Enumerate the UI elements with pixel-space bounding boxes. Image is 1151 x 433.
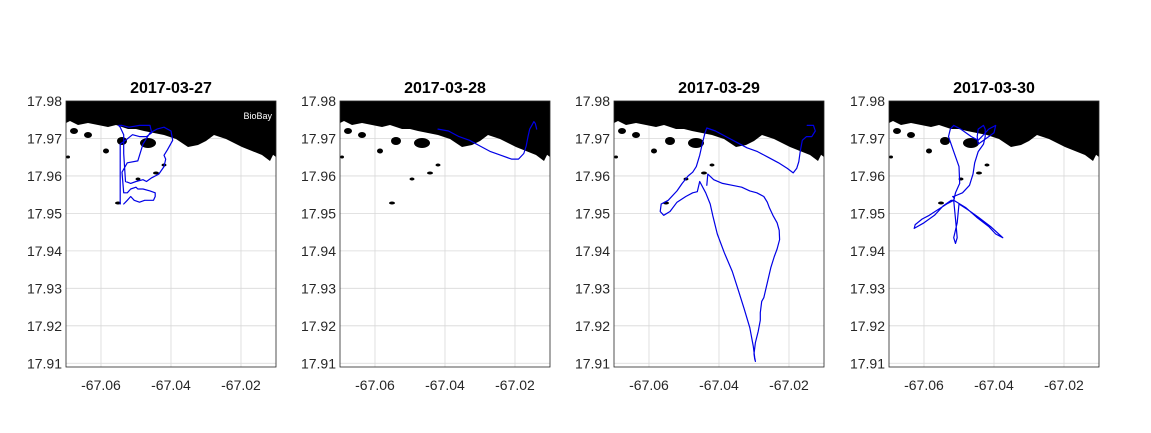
axes-frame <box>65 100 277 368</box>
y-tick-label: 17.98 <box>850 93 885 109</box>
y-tick-label: 17.91 <box>575 355 610 371</box>
x-tick-label: -67.04 <box>425 377 465 393</box>
x-tick-label: -67.02 <box>1044 377 1084 393</box>
location-annotation: BioBay <box>243 111 272 121</box>
y-tick-label: 17.98 <box>27 93 62 109</box>
y-tick-label: 17.92 <box>575 318 610 334</box>
x-tick-label: -67.04 <box>151 377 191 393</box>
y-tick-label: 17.98 <box>575 93 610 109</box>
x-tick-label: -67.04 <box>699 377 739 393</box>
vessel-track-1 <box>659 124 816 362</box>
y-tick-label: 17.97 <box>301 130 336 146</box>
y-tick-label: 17.96 <box>301 168 336 184</box>
panel-title: 2017-03-29 <box>678 80 760 97</box>
y-tick-label: 17.93 <box>27 280 62 296</box>
axes-frame <box>339 100 551 368</box>
panel-1: 2017-03-27 17.91 17.92 17.93 17.94 17.95 17.96… <box>27 80 277 393</box>
vessel-track-1 <box>437 121 538 160</box>
x-tick-label: -67.06 <box>355 377 395 393</box>
y-tick-label: 17.94 <box>575 243 610 259</box>
x-tick-label: -67.06 <box>81 377 121 393</box>
y-tick-label: 17.92 <box>301 318 336 334</box>
y-tick-label: 17.96 <box>27 168 62 184</box>
y-tick-label: 17.93 <box>850 280 885 296</box>
y-tick-label: 17.91 <box>27 355 62 371</box>
y-tick-label: 17.93 <box>575 280 610 296</box>
y-tick-label: 17.96 <box>850 168 885 184</box>
y-tick-label: 17.98 <box>301 93 336 109</box>
y-tick-label: 17.97 <box>575 130 610 146</box>
y-tick-label: 17.91 <box>301 355 336 371</box>
y-tick-label: 17.92 <box>27 318 62 334</box>
x-tick-label: -67.02 <box>769 377 809 393</box>
vessel-track-1 <box>117 124 174 205</box>
y-tick-label: 17.95 <box>850 205 885 221</box>
y-tick-label: 17.93 <box>301 280 336 296</box>
axes-frame <box>888 100 1100 368</box>
panel-2: 2017-03-28 17.91 17.92 17.93 17.94 17.95 17.96… <box>301 80 551 393</box>
x-tick-label: -67.04 <box>974 377 1014 393</box>
y-tick-label: 17.97 <box>850 130 885 146</box>
y-tick-label: 17.95 <box>27 205 62 221</box>
y-tick-label: 17.96 <box>575 168 610 184</box>
vessel-track-1 <box>913 124 1004 244</box>
y-tick-label: 17.95 <box>575 205 610 221</box>
axes-frame <box>613 100 825 368</box>
panel-title: 2017-03-28 <box>404 80 486 97</box>
panel-title: 2017-03-27 <box>130 80 212 97</box>
y-tick-label: 17.94 <box>301 243 336 259</box>
y-tick-label: 17.94 <box>850 243 885 259</box>
x-tick-label: -67.06 <box>904 377 944 393</box>
panel-4: 2017-03-30 17.91 17.92 17.93 17.94 17.95 17.96… <box>850 80 1100 393</box>
y-tick-label: 17.91 <box>850 355 885 371</box>
y-tick-label: 17.94 <box>27 243 62 259</box>
x-tick-label: -67.06 <box>629 377 669 393</box>
x-tick-label: -67.02 <box>221 377 261 393</box>
x-tick-label: -67.02 <box>495 377 535 393</box>
panel-3: 2017-03-29 17.91 17.92 17.93 17.94 17.95 17.96… <box>575 80 825 393</box>
panel-title: 2017-03-30 <box>953 80 1035 97</box>
y-tick-label: 17.92 <box>850 318 885 334</box>
y-tick-label: 17.95 <box>301 205 336 221</box>
y-tick-label: 17.97 <box>27 130 62 146</box>
